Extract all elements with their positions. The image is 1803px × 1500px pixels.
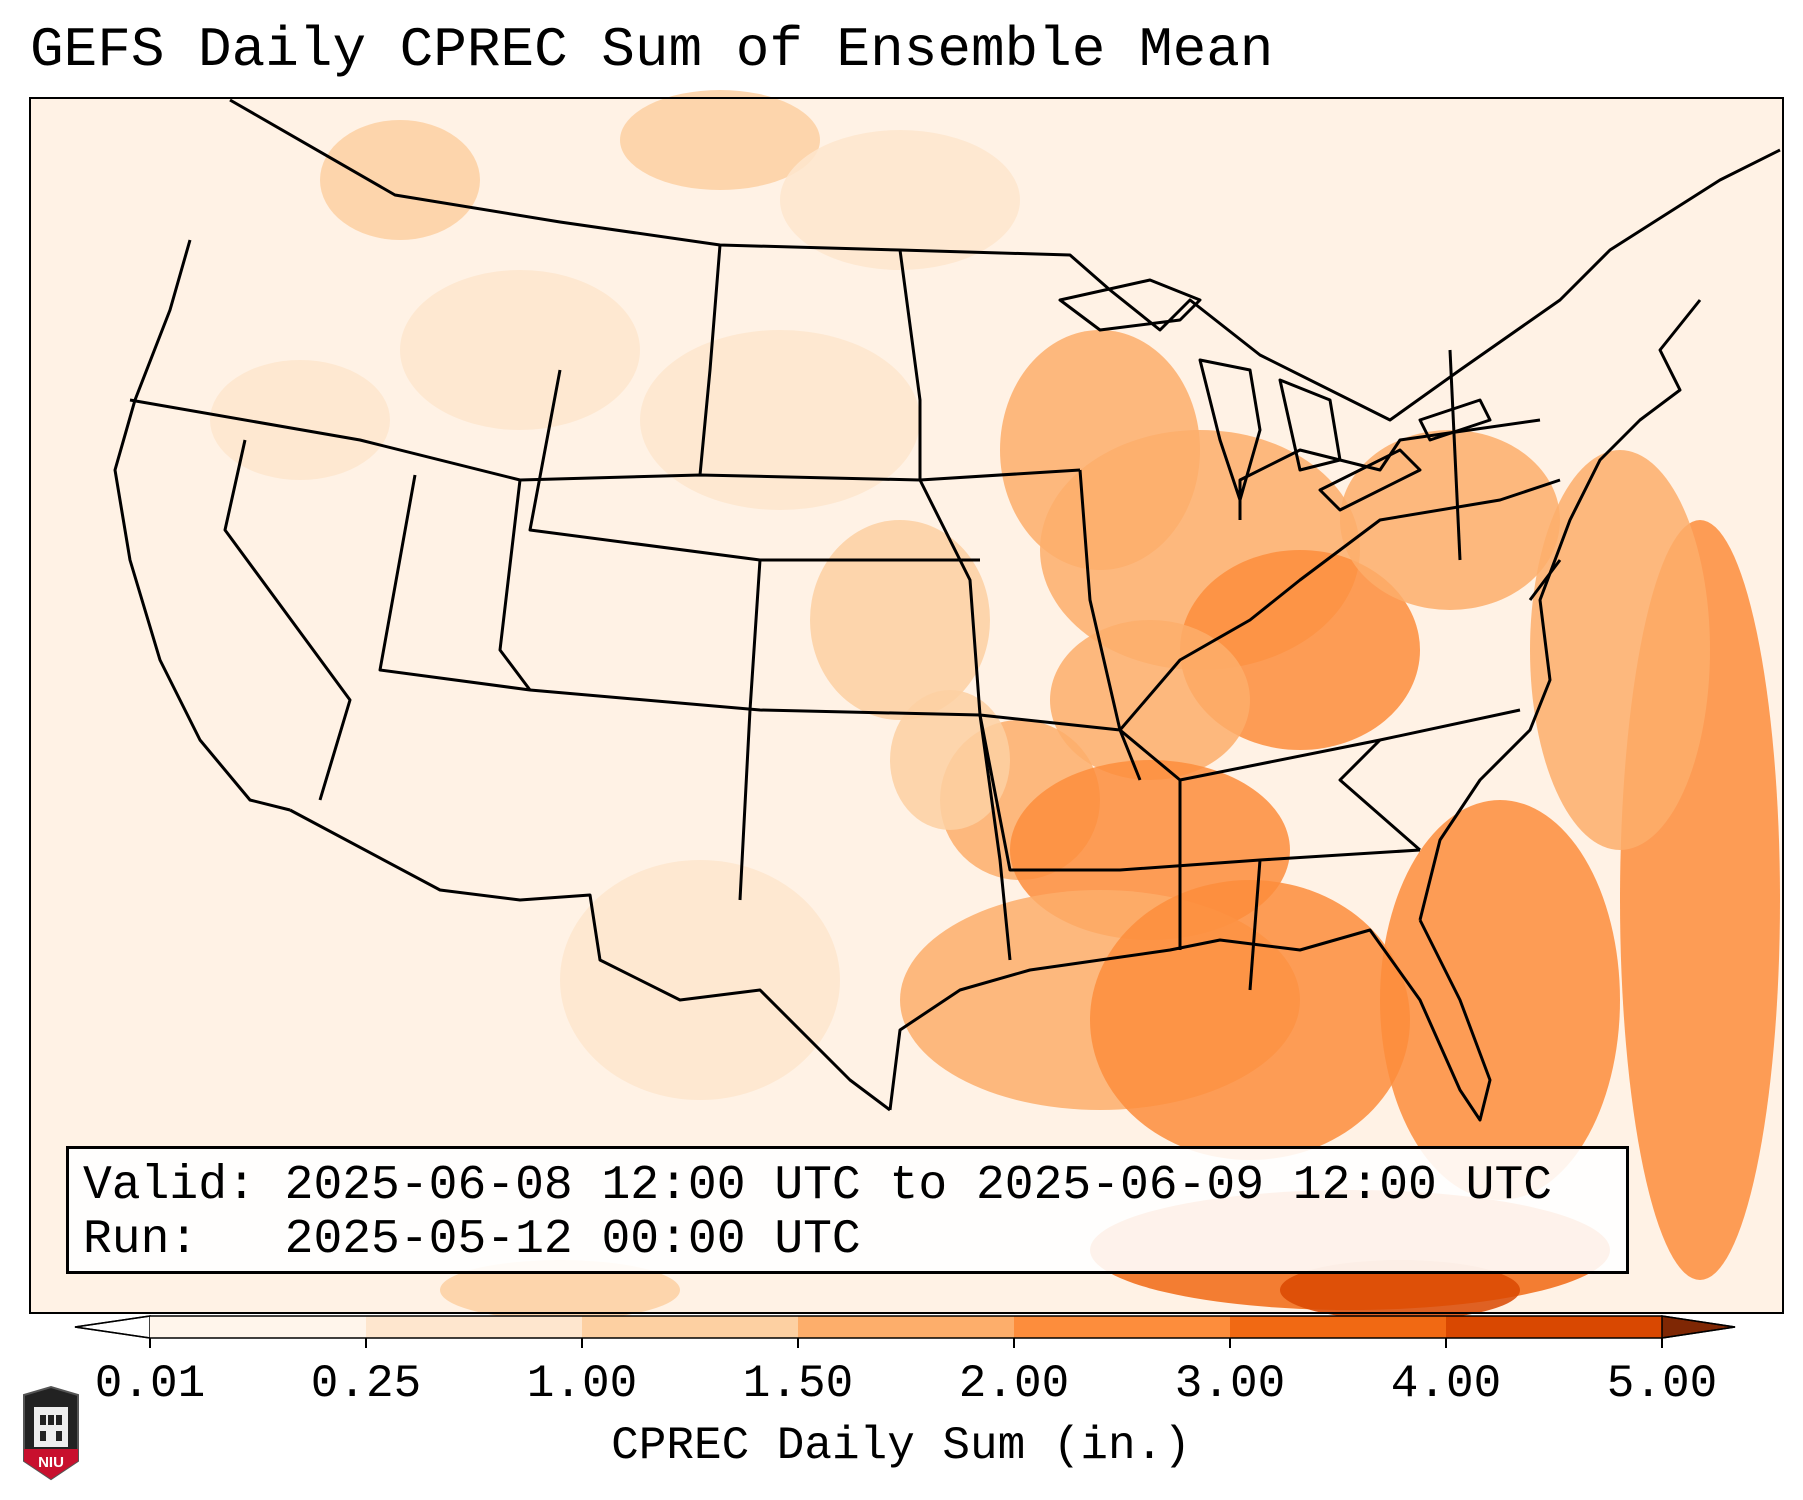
run-value: 2025-05-12 00:00 UTC [284, 1213, 861, 1267]
precip-area [640, 330, 920, 510]
precip-area [320, 120, 480, 240]
colorbar-segment [1014, 1316, 1230, 1338]
valid-label: Valid: [83, 1159, 256, 1213]
page-title: GEFS Daily CPREC Sum of Ensemble Mean [30, 18, 1274, 82]
map-frame [29, 97, 1784, 1314]
colorbar-tick-label: 3.00 [1174, 1358, 1286, 1410]
colorbar-tick-label: 0.01 [94, 1358, 206, 1410]
precip-area [1050, 620, 1250, 780]
colorbar-tick-label: 1.50 [742, 1358, 854, 1410]
colorbar-segment [366, 1316, 582, 1338]
precip-area [400, 270, 640, 430]
precip-area [440, 1260, 680, 1320]
colorbar-tick-label: 4.00 [1390, 1358, 1502, 1410]
colorbar-segment [150, 1316, 366, 1338]
precip-area [560, 860, 840, 1100]
precip-area [780, 130, 1020, 270]
precip-area [620, 90, 820, 190]
colorbar-tick-label: 1.00 [526, 1358, 638, 1410]
colorbar [74, 1315, 1736, 1339]
precip-field [210, 90, 1780, 1320]
colorbar-segment [1230, 1316, 1446, 1338]
colorbar-tick-label: 2.00 [958, 1358, 1070, 1410]
precip-area [1530, 450, 1710, 850]
precip-area [1340, 430, 1560, 610]
run-label: Run: [83, 1213, 199, 1267]
valid-value: 2025-06-08 12:00 UTC to 2025-06-09 12:00… [284, 1159, 1553, 1213]
colorbar-label: CPREC Daily Sum (in.) [611, 1420, 1191, 1472]
colorbar-tick-label: 5.00 [1606, 1358, 1718, 1410]
precip-area [1380, 800, 1620, 1200]
colorbar-segment [582, 1316, 798, 1338]
precip-area [210, 360, 390, 480]
colorbar-tick-label: 0.25 [310, 1358, 422, 1410]
logo-building-icon [34, 1407, 68, 1447]
colorbar-ticks [149, 1338, 1663, 1348]
info-box: Valid: 2025-06-08 12:00 UTC to 2025-06-0… [66, 1146, 1629, 1274]
precip-area [810, 520, 990, 720]
colorbar-segment [798, 1316, 1014, 1338]
colorbar-over-extension [1661, 1315, 1736, 1339]
state-borders [113, 98, 1781, 1122]
colorbar-under-extension [74, 1315, 151, 1339]
niu-logo: NIU [23, 1385, 79, 1481]
precip-area [1090, 880, 1410, 1160]
logo-text: NIU [38, 1454, 64, 1471]
colorbar-segment [1446, 1316, 1662, 1338]
precip-area [1280, 1260, 1520, 1320]
